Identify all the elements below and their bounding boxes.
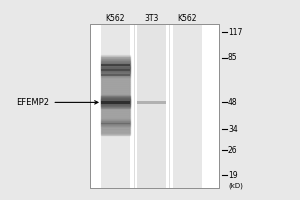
Bar — [101, 24, 130, 188]
Bar — [90, 24, 219, 188]
Bar — [137, 101, 166, 104]
Text: 117: 117 — [228, 28, 242, 37]
Bar — [101, 69, 130, 71]
Bar — [101, 123, 130, 124]
Bar — [137, 24, 166, 188]
Text: K562: K562 — [178, 14, 197, 23]
Text: 3T3: 3T3 — [144, 14, 159, 23]
Bar — [101, 64, 130, 66]
Bar — [101, 101, 130, 104]
Text: 19: 19 — [228, 171, 238, 180]
Bar — [101, 74, 130, 76]
Bar — [173, 24, 202, 188]
Text: 34: 34 — [228, 125, 238, 134]
Text: (kD): (kD) — [228, 183, 243, 189]
Text: 48: 48 — [228, 98, 238, 107]
Text: K562: K562 — [106, 14, 125, 23]
Bar — [90, 24, 219, 188]
Text: 85: 85 — [228, 53, 238, 62]
Text: EFEMP2: EFEMP2 — [16, 98, 98, 107]
Text: 26: 26 — [228, 146, 238, 155]
